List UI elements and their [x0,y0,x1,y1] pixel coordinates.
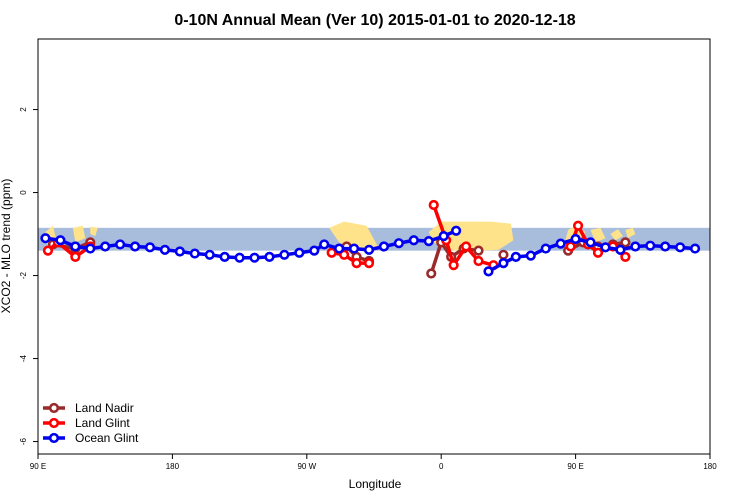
data-point [294,247,305,258]
land-mass [625,227,636,239]
data-point [620,251,631,262]
y-tick-label: -4 [19,354,28,362]
y-tick-label: -6 [19,437,28,445]
data-point [592,247,604,258]
x-tick-label: 180 [166,462,180,471]
plot-background [38,221,710,251]
data-point [334,243,345,254]
data-point [630,241,641,252]
data-point [572,220,584,231]
data-point [620,237,631,248]
data-point [309,245,320,256]
data-point [438,231,449,242]
series-line [331,250,370,265]
data-point [115,239,126,250]
series-layer [40,199,701,279]
data-point [363,258,375,269]
x-tick-label: 0 [439,462,444,471]
y-axis: -6 -4 -2 0 2 [19,107,38,445]
data-point [540,243,551,254]
x-axis-label: Longitude [349,477,402,491]
data-point [428,199,439,211]
land-mass [610,229,623,241]
data-point [483,266,494,277]
data-point [451,225,462,236]
x-tick-label: 180 [703,462,717,471]
data-point [675,242,686,253]
data-point [351,258,362,269]
data-point [189,248,200,259]
chart-title: 0-10N Annual Mean (Ver 10) 2015-01-01 to… [174,12,575,29]
land-mass [329,221,379,251]
data-point [615,244,626,255]
data-point [570,233,581,245]
data-point [264,251,275,262]
x-tick-label: 90 E [567,462,583,471]
data-point [55,235,66,246]
data-point [42,245,54,256]
data-point [408,235,419,246]
data-point [319,239,330,250]
land-mass [72,225,86,243]
y-tick-label: -2 [19,271,28,279]
data-point [585,237,596,248]
ocean-band [38,227,710,251]
data-point [565,241,576,252]
data-point [378,241,390,252]
data-point [448,260,459,271]
data-point [426,268,437,279]
data-point [204,249,215,260]
data-point [510,251,521,262]
data-point [85,243,96,254]
data-point [234,252,245,263]
data-point [660,241,671,252]
data-point [279,249,290,260]
data-point [129,241,141,252]
data-point [40,233,51,244]
legend-marker [48,432,60,444]
data-point [555,238,566,249]
data-point [498,258,509,269]
x-tick-label: 90 W [297,462,316,471]
legend-marker [48,402,60,414]
data-point [498,249,509,260]
data-point [473,245,484,256]
data-point [174,246,185,257]
data-point [70,241,81,252]
data-point [326,247,337,258]
data-point [525,250,536,261]
data-point [645,240,656,251]
x-tick-label: 90 E [30,462,46,471]
data-point [100,241,111,252]
plot-frame [37,38,711,455]
data-point [600,242,611,253]
legend-label: Ocean Glint [75,431,139,445]
series-ocean-glint [40,225,701,277]
data-point [339,249,350,260]
legend-label: Land Glint [75,416,130,430]
land-mass [590,227,606,243]
legend-label: Land Nadir [75,401,134,415]
data-point [473,255,484,267]
series-line [46,240,92,259]
data-point [348,243,360,254]
data-point [70,251,81,262]
data-point [423,236,434,247]
data-point [144,242,156,253]
y-tick-label: 0 [19,190,28,195]
legend-marker [48,417,60,429]
x-axis: 90 E 180 90 W 0 90 E 180 [30,454,717,471]
data-point [689,243,701,254]
data-point [249,252,260,263]
data-point [219,251,230,262]
y-axis-label: XCO2 - MLO trend (ppm) [0,179,13,314]
data-point [159,244,171,255]
y-tick-label: 2 [19,107,28,112]
land-mass [90,226,98,237]
data-point [363,244,375,255]
data-point [393,238,404,249]
data-point [460,241,472,252]
